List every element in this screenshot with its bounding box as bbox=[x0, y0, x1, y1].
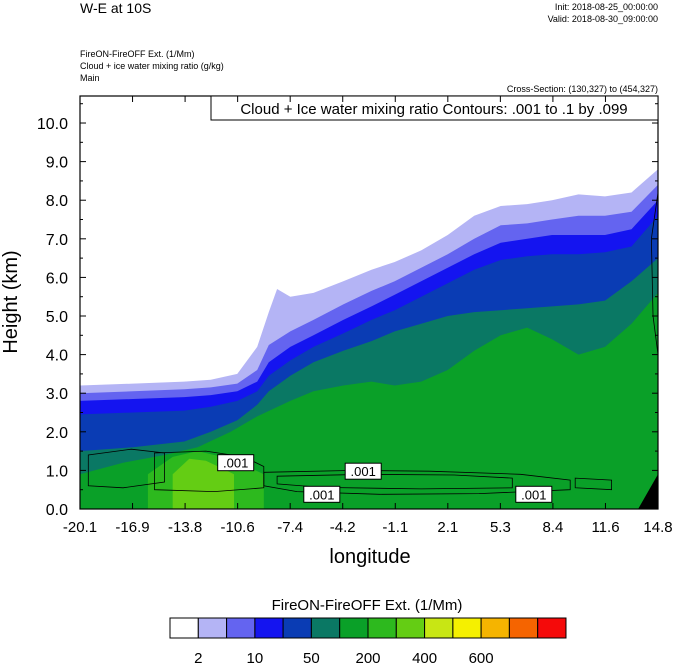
colorbar-swatch bbox=[367, 617, 397, 639]
x-tick-label: -10.6 bbox=[220, 519, 254, 536]
y-tick-label: 6.0 bbox=[46, 270, 68, 287]
colorbar-swatch bbox=[424, 617, 454, 639]
x-tick-label: -13.8 bbox=[168, 519, 202, 536]
valid-time: Valid: 2018-08-30_09:00:00 bbox=[547, 14, 658, 24]
colorbar-label: 2 bbox=[194, 650, 202, 667]
colorbar-swatch bbox=[310, 617, 341, 639]
contour-label-box-4 bbox=[515, 485, 553, 503]
extinction-level-8 bbox=[172, 458, 234, 509]
colorbar-swatch bbox=[480, 617, 510, 639]
colorbar: 2 10 50 200 400 600 bbox=[169, 617, 567, 667]
contour-label-box-2 bbox=[344, 462, 382, 480]
x-tick-label: 2.1 bbox=[437, 519, 458, 536]
y-tick-label: 8.0 bbox=[46, 193, 68, 210]
chart-main-title: W-E at 10S bbox=[80, 0, 152, 16]
y-tick-label: 5.0 bbox=[46, 309, 68, 326]
colorbar-label: 10 bbox=[247, 650, 264, 667]
y-tick-label: 2.0 bbox=[46, 425, 68, 442]
y-tick-label: 7.0 bbox=[46, 232, 68, 249]
y-tick-label: 1.0 bbox=[46, 463, 68, 480]
cloud-contour-4 bbox=[276, 473, 513, 490]
y-tick-label: 9.0 bbox=[46, 155, 68, 172]
contour-label-box-1 bbox=[217, 454, 255, 472]
cloud-contour-3 bbox=[263, 469, 571, 495]
colorbar-swatch bbox=[339, 617, 369, 639]
colorbar-label: 600 bbox=[469, 650, 494, 667]
contour-label-2: .001 bbox=[351, 464, 376, 479]
colorbar-swatch bbox=[169, 617, 199, 639]
cross-section-label: Cross-Section: (130,327) to (454,327) bbox=[506, 84, 658, 94]
colorbar-title: FireON-FireOFF Ext. (1/Mm) bbox=[272, 597, 463, 614]
colorbar-label: 200 bbox=[355, 650, 380, 667]
contour-title-box: Cloud + Ice water mixing ratio Contours:… bbox=[210, 95, 659, 121]
colorbar-swatch bbox=[395, 617, 426, 639]
x-tick-label: 14.8 bbox=[643, 519, 672, 536]
field-label-cloud-ice: Cloud + ice water mixing ratio (g/kg) bbox=[80, 61, 224, 71]
y-tick-label: 0.0 bbox=[46, 502, 68, 519]
domain-label: Main bbox=[80, 73, 100, 83]
colorbar-swatch bbox=[452, 617, 482, 639]
cloud-contour-5 bbox=[574, 477, 612, 491]
y-tick-label: 3.0 bbox=[46, 386, 68, 403]
colorbar-swatch bbox=[508, 617, 539, 639]
contour-title: Cloud + Ice water mixing ratio Contours:… bbox=[240, 101, 627, 118]
contour-label-4: .001 bbox=[521, 487, 546, 502]
terrain bbox=[638, 474, 658, 509]
colorbar-swatch bbox=[254, 617, 284, 639]
x-axis-label: longitude bbox=[329, 546, 410, 568]
contour-label-box-3 bbox=[303, 485, 341, 503]
init-time: Init: 2018-08-25_00:00:00 bbox=[554, 2, 658, 12]
y-axis-label: Height (km) bbox=[0, 250, 22, 353]
y-axis: 0.0 1.0 2.0 3.0 4.0 5.0 6.0 7.0 8.0 9.0 10.0 bbox=[37, 103, 658, 519]
contour-labels: .001 .001 .001 .001 bbox=[217, 454, 553, 503]
contour-label-3: .001 bbox=[309, 487, 334, 502]
y-tick-label: 4.0 bbox=[46, 348, 68, 365]
colorbar-swatch bbox=[226, 617, 256, 639]
x-tick-label: 5.3 bbox=[490, 519, 511, 536]
contour-label-1: .001 bbox=[223, 456, 248, 471]
x-tick-label: -20.1 bbox=[63, 519, 97, 536]
colorbar-swatch bbox=[537, 617, 567, 639]
colorbar-swatch bbox=[197, 617, 228, 639]
x-tick-label: 8.4 bbox=[542, 519, 563, 536]
x-tick-label: -4.2 bbox=[330, 519, 356, 536]
x-tick-label: -16.9 bbox=[115, 519, 149, 536]
extinction-filled-contours bbox=[80, 169, 658, 509]
x-tick-label: 11.6 bbox=[591, 519, 619, 536]
x-tick-label: -7.4 bbox=[277, 519, 303, 536]
colorbar-label: 400 bbox=[412, 650, 437, 667]
colorbar-swatch bbox=[282, 617, 312, 639]
x-tick-label: -1.1 bbox=[382, 519, 408, 536]
colorbar-label: 50 bbox=[303, 650, 320, 667]
y-tick-label: 10.0 bbox=[37, 116, 68, 133]
x-axis: -20.1 -16.9 -13.8 -10.6 -7.4 -4.2 -1.1 2.1 5.3 8.… bbox=[63, 96, 673, 536]
field-label-extinction: FireON-FireOFF Ext. (1/Mm) bbox=[80, 49, 195, 59]
